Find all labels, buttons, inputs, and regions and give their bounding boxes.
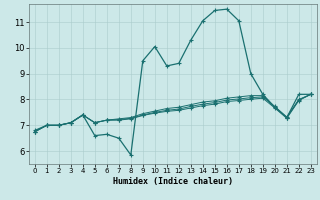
X-axis label: Humidex (Indice chaleur): Humidex (Indice chaleur) <box>113 177 233 186</box>
